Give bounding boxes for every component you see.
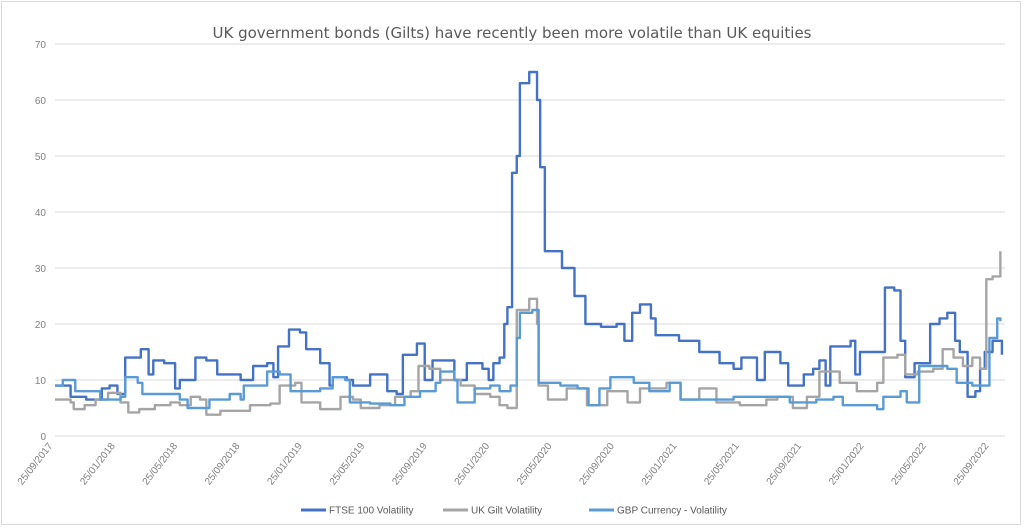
- y-tick-label: 10: [35, 376, 47, 387]
- legend-label: FTSE 100 Volatility: [329, 506, 413, 517]
- y-tick-label: 40: [35, 208, 47, 219]
- legend-label: GBP Currency - Volatility: [617, 506, 727, 517]
- x-tick-label: 25/01/2021: [640, 441, 680, 488]
- x-tick-label: 25/09/2019: [390, 441, 430, 488]
- x-axis-ticks: 25/09/2017 25/01/2018 25/05/2018 25/09/2018…: [16, 441, 992, 488]
- x-tick-label: 25/05/2022: [889, 441, 929, 488]
- y-tick-label: 50: [35, 152, 47, 163]
- legend: FTSE 100 Volatility UK Gilt Volatility GBP…: [301, 506, 727, 517]
- y-tick-label: 0: [40, 432, 46, 443]
- chart-title: UK government bonds (Gilts) have recentl…: [212, 24, 811, 42]
- x-tick-label: 25/09/2022: [952, 441, 992, 488]
- y-tick-label: 30: [35, 264, 47, 275]
- series-line-1: [55, 251, 1002, 416]
- x-tick-label: 25/05/2019: [328, 441, 368, 488]
- x-tick-label: 25/01/2018: [78, 441, 118, 488]
- y-tick-label: 20: [35, 320, 47, 331]
- x-tick-label: 25/09/2021: [765, 441, 805, 488]
- x-tick-label: 25/05/2020: [515, 441, 555, 488]
- x-tick-label: 25/01/2022: [827, 441, 867, 488]
- x-tick-label: 25/09/2020: [577, 441, 617, 488]
- x-tick-label: 25/09/2018: [203, 441, 243, 488]
- y-axis-ticks: 0 10 20 30 40 50 60 70: [35, 40, 47, 443]
- x-tick-label: 25/01/2020: [453, 441, 493, 488]
- y-tick-label: 60: [35, 96, 47, 107]
- x-tick-label: 25/05/2018: [141, 441, 181, 488]
- gridlines: [55, 43, 1005, 437]
- series-line-0: [55, 70, 1004, 401]
- y-tick-label: 70: [35, 40, 47, 51]
- series-lines: [55, 70, 1004, 416]
- x-tick-label: 25/01/2019: [265, 441, 305, 488]
- legend-label: UK Gilt Volatility: [471, 506, 542, 517]
- x-tick-label: 25/09/2017: [16, 441, 56, 488]
- series-line-2: [55, 308, 1002, 411]
- x-tick-label: 25/05/2021: [702, 441, 742, 488]
